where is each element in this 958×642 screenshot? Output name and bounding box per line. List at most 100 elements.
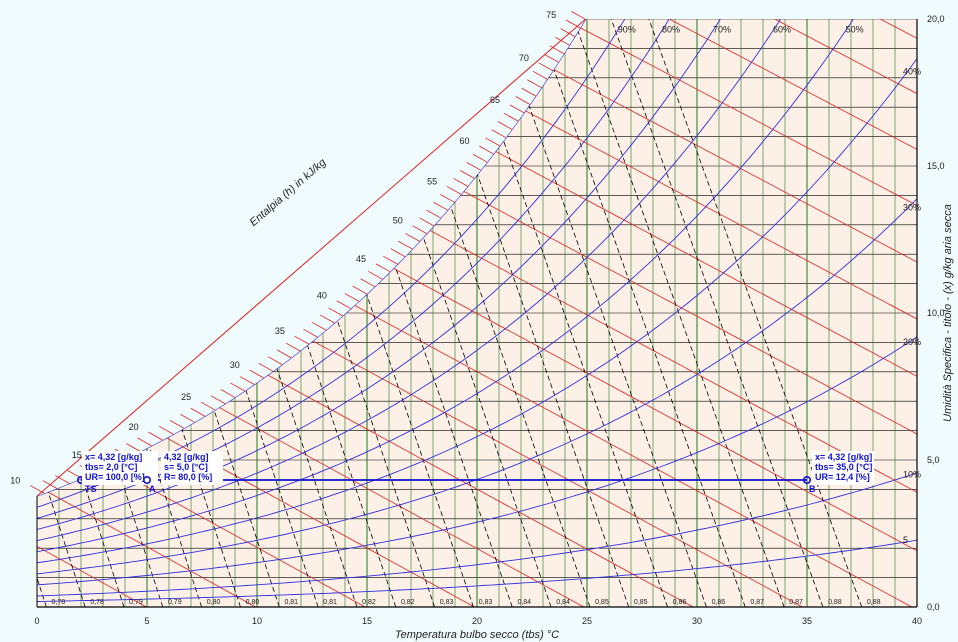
rh-label: 70% [713, 25, 731, 35]
enthalpy-scale-tick [560, 28, 576, 37]
rh-label: 5 [903, 535, 908, 545]
enthalpy-scale-tick [360, 278, 375, 288]
specific-volume-label: 0,78 [90, 599, 104, 606]
rh-curve [37, 19, 725, 530]
point-info-line: tbs= 35,0 [°C] [815, 462, 872, 472]
enthalpy-scale-tick [352, 285, 368, 295]
rh-label: 20% [903, 337, 921, 347]
enthalpy-scale-tick [285, 342, 301, 352]
x-tick-label: 40 [912, 616, 922, 626]
point-info-line: x= 4,32 [g/kg] [85, 452, 142, 462]
enthalpy-scale-tick [55, 475, 70, 484]
enthalpy-scale-tick [565, 19, 581, 29]
enthalpy-scale-tick [555, 36, 570, 46]
x-tick-label: 35 [802, 616, 812, 626]
specific-volume-label: 0,81 [323, 599, 337, 606]
specific-volume-label: 0,86 [673, 599, 687, 606]
point-info-box [161, 451, 223, 485]
specific-volume-label: 0,88 [828, 599, 842, 606]
enthalpy-scale-tick [419, 217, 434, 227]
specific-volume-label: 0,82 [362, 599, 376, 606]
rh-label: 50% [846, 25, 864, 35]
enthalpy-scale-tick [453, 178, 468, 187]
rh-label: 40% [903, 66, 921, 76]
enthalpy-scale-tick [336, 300, 352, 310]
enthalpy-scale-tick [538, 62, 554, 72]
enthalpy-scale-tick [320, 314, 335, 324]
specific-volume-label: 0,80 [207, 599, 221, 606]
point-name: TS [85, 484, 97, 494]
enthalpy-scale-tick [180, 414, 195, 423]
enthalpy-scale-tick [412, 225, 427, 235]
enthalpy-line [563, 19, 917, 607]
enthalpy-scale-tick [426, 209, 441, 219]
rh-curve [37, 19, 786, 542]
enthalpy-tick-label: 75 [546, 10, 556, 20]
enthalpy-line [669, 19, 917, 607]
enthalpy-tick-label: 55 [427, 176, 437, 186]
specific-volume-label: 0,79 [168, 599, 182, 606]
enthalpy-tick-label: 45 [356, 254, 366, 264]
specific-volume-label: 0,87 [750, 599, 764, 606]
y-axis-label: Umidità Specifica - titolo - (x) g/kg ar… [942, 204, 954, 422]
specific-volume-label: 0,87 [789, 599, 803, 606]
enthalpy-scale-tick [230, 382, 245, 392]
enthalpy-tick-label: 50 [393, 216, 403, 226]
enthalpy-scale-tick [485, 137, 500, 147]
enthalpy-scale-tick [239, 376, 255, 385]
saturation-edge [36, 18, 587, 497]
rh-label: 30% [903, 203, 921, 213]
point-info-line: 4,32 [g/kg] [164, 452, 209, 462]
enthalpy-scale-tick [137, 437, 152, 447]
rh-curve [37, 472, 917, 597]
x-tick-label: 20 [472, 616, 482, 626]
enthalpy-scale-tick [527, 79, 542, 89]
enthalpy-scale-tick [398, 240, 413, 250]
specific-volume-label: 0,86 [712, 599, 726, 606]
enthalpy-scale-tick [375, 263, 391, 273]
state-point [143, 475, 152, 484]
point-info-line: R= 80,0 [%] [164, 472, 212, 482]
specific-volume-label: 0,82 [401, 599, 415, 606]
y-tick-label: 20,0 [927, 14, 945, 24]
enthalpy-scale-tick [344, 293, 360, 302]
enthalpy-tick-label: 30 [230, 360, 240, 370]
enthalpy-line [37, 19, 256, 607]
enthalpy-line [37, 19, 475, 607]
x-tick-label: 0 [34, 616, 39, 626]
specific-volume-label: 0,81 [284, 599, 298, 606]
point-info-box [82, 451, 158, 485]
enthalpy-scale-tick [549, 45, 565, 55]
specific-volume-line [535, 19, 746, 607]
point-name: B [809, 484, 816, 494]
enthalpy-axis-label: Entalpia (h) in kJ/kg [248, 156, 329, 229]
rh-curve [37, 539, 917, 602]
rh-label: 80% [662, 25, 680, 35]
enthalpy-scale-tick [571, 11, 586, 20]
enthalpy-scale-tick [328, 307, 343, 317]
y-tick-label: 15,0 [927, 161, 945, 171]
enthalpy-scale-tick [311, 321, 327, 331]
specific-volume-label: 0,79 [129, 599, 143, 606]
enthalpy-scale-tick [472, 153, 488, 163]
enthalpy-tick-label: 25 [181, 392, 191, 402]
x-tick-label: 25 [582, 616, 592, 626]
enthalpy-scale-tick [159, 425, 174, 435]
specific-volume-label: 0,84 [517, 599, 531, 606]
enthalpy-tick-label: 70 [519, 53, 529, 63]
enthalpy-scale-tick [497, 121, 513, 130]
state-point [802, 475, 811, 484]
enthalpy-scale-tick [405, 233, 420, 242]
enthalpy-line [352, 19, 917, 607]
enthalpy-tick-label: 35 [275, 326, 285, 336]
rh-label: 90% [618, 25, 636, 35]
enthalpy-scale-tick [200, 401, 216, 411]
x-axis-label: Temperatura bulbo secco (tbs) °C [395, 629, 559, 641]
enthalpy-scale-tick [544, 53, 559, 63]
point-info-line: x= 4,32 [g/kg] [815, 452, 872, 462]
rh-label: 60% [773, 25, 791, 35]
specific-volume-label: 0,85 [634, 599, 648, 606]
rh-curve [37, 19, 863, 553]
x-tick-label: 15 [362, 616, 372, 626]
specific-volume-label: 0,83 [479, 599, 493, 606]
